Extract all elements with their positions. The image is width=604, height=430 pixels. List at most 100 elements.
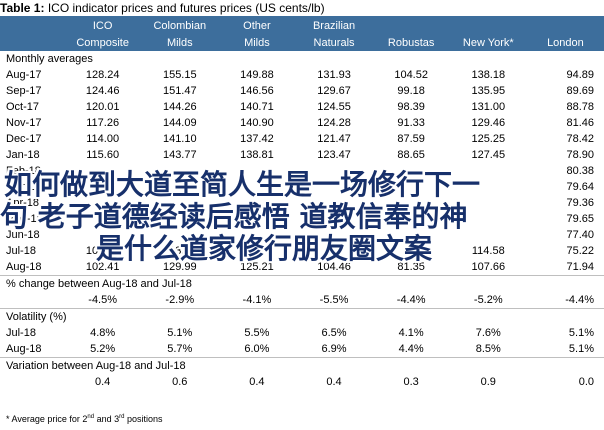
table-cell <box>295 179 372 195</box>
table-row: Feb-18 80.38 <box>0 163 604 179</box>
row-label: Jan-18 <box>6 149 40 161</box>
row-label: Aug-18 <box>6 261 42 273</box>
table-cell <box>141 211 218 227</box>
section-label: Volatility (%) <box>0 308 604 325</box>
table-row: Aug-17 128.24 155.15 149.88 131.93 104.52 138.… <box>0 67 604 83</box>
header-row-1: ICO Colombian Other Brazilian <box>0 16 604 34</box>
header-cell <box>0 34 65 51</box>
header-cell <box>526 16 604 34</box>
table-cell: 107.20 <box>85 245 120 257</box>
table-cell: 124.28 <box>317 117 351 129</box>
table-cell <box>218 211 295 227</box>
table-cell: 125.25 <box>471 133 506 145</box>
table-cell: 81.35 <box>397 261 425 273</box>
section-header-volatility: Volatility (%) <box>0 308 604 325</box>
table-cell: 144.09 <box>162 117 197 129</box>
table-cell <box>295 243 372 259</box>
footnote-pre: * Average price for 2 <box>6 414 88 424</box>
table-cell: 98.39 <box>397 101 425 113</box>
footnote: * Average price for 2nd and 3rd position… <box>6 411 162 425</box>
table-row: Mar-18 79.64 <box>0 179 604 195</box>
table-cell <box>373 227 450 243</box>
table-cell: 0.0 <box>578 376 594 388</box>
table-cell <box>450 163 527 179</box>
table-cell: 0.4 <box>326 376 342 388</box>
table-cell: -4.4% <box>396 294 426 306</box>
table-cell: 80.38 <box>566 165 594 177</box>
table-cell: 131.00 <box>471 101 506 113</box>
table-cell <box>218 163 295 179</box>
section-header-monthly: Monthly averages <box>0 51 604 67</box>
table-cell: -2.9% <box>165 294 195 306</box>
table-cell: 5.1% <box>167 327 193 339</box>
table-cell: -4.4% <box>565 294 594 306</box>
table-cell: 138.18 <box>471 69 506 81</box>
pct-change-row: -4.5% -2.9% -4.1% -5.5% -4.4% -5.2% -4.4% <box>0 292 604 309</box>
table-cell: 115.60 <box>86 149 120 161</box>
header-cell: Naturals <box>295 34 373 51</box>
header-cell: Robustas <box>372 34 450 51</box>
table-cell <box>373 195 450 211</box>
table-body: Monthly averages Aug-17 128.24 155.15 149.8… <box>0 51 604 390</box>
table-cell: 144.26 <box>162 101 197 113</box>
footnote-mid: and 3 <box>94 414 120 424</box>
table-cell: 140.71 <box>240 101 274 113</box>
header-cell <box>449 16 527 34</box>
table-cell <box>295 163 372 179</box>
table-cell: 4.4% <box>398 343 424 355</box>
table-cell <box>450 211 527 227</box>
table-cell: 121.47 <box>317 133 351 145</box>
table-cell <box>141 163 218 179</box>
table-cell: 7.6% <box>475 327 501 339</box>
table-cell: 114.58 <box>471 245 505 257</box>
header-cell: Colombian <box>141 16 219 34</box>
table-cell: 6.0% <box>244 343 270 355</box>
header-cell: Brazilian <box>295 16 373 34</box>
table-row: Dec-17 114.00 141.10 137.42 121.47 87.59 125.2… <box>0 131 604 147</box>
volatility-row: Aug-18 5.2% 5.7% 6.0% 6.9% 4.4% 8.5% 5.1% <box>0 341 604 358</box>
row-label: Dec-17 <box>6 133 42 145</box>
section-label: Monthly averages <box>6 53 93 65</box>
row-label: Nov-17 <box>6 117 42 129</box>
header-cell: Milds <box>218 34 296 51</box>
table-cell: 123.47 <box>317 149 351 161</box>
table-cell <box>295 195 372 211</box>
table-cell: 151.47 <box>162 85 197 97</box>
header-cell <box>372 16 450 34</box>
table-row: Nov-17 117.26 144.09 140.90 124.28 91.33 129.4… <box>0 115 604 131</box>
section-header-variation: Variation between Aug-18 and Jul-18 <box>0 357 604 374</box>
table-cell: 6.5% <box>321 327 347 339</box>
header-cell: London <box>526 34 604 51</box>
table-cell: 131.93 <box>317 69 351 81</box>
row-label: Aug-17 <box>6 69 42 81</box>
table-cell: 78.42 <box>566 133 594 145</box>
table-cell: 89.69 <box>566 85 594 97</box>
table-cell: 146.56 <box>240 85 274 97</box>
table-title-prefix: Table 1: <box>0 1 45 15</box>
row-label: Feb-18 <box>6 165 41 177</box>
table-cell <box>64 179 141 195</box>
table-cell: 124.46 <box>85 85 120 97</box>
table-cell: 87.59 <box>397 133 425 145</box>
header-cell <box>0 16 65 34</box>
table-cell: -5.2% <box>473 294 503 306</box>
table-cell: 99.18 <box>397 85 425 97</box>
row-label: Jul-18 <box>6 327 36 339</box>
table-cell <box>141 179 218 195</box>
table-row: Apr-18 79.36 <box>0 195 604 211</box>
table-row: Jul-18 107.20 133.92 114.58 75.22 <box>0 243 604 259</box>
table-cell: 127.45 <box>471 149 506 161</box>
table-cell <box>64 227 141 243</box>
table-cell: -4.1% <box>242 294 272 306</box>
table-cell: 77.40 <box>566 229 594 241</box>
header-row-2: Composite Milds Milds Naturals Robustas … <box>0 34 604 51</box>
table-cell: 79.64 <box>566 181 594 193</box>
table-cell: 0.6 <box>172 376 188 388</box>
table-cell: 129.67 <box>317 85 351 97</box>
header-cell: New York* <box>449 34 527 51</box>
table-cell: 149.88 <box>240 69 274 81</box>
table-cell: 94.89 <box>566 69 594 81</box>
table-cell: 128.24 <box>85 69 120 81</box>
row-label: May-18 <box>6 213 43 225</box>
table-cell: 155.15 <box>162 69 197 81</box>
